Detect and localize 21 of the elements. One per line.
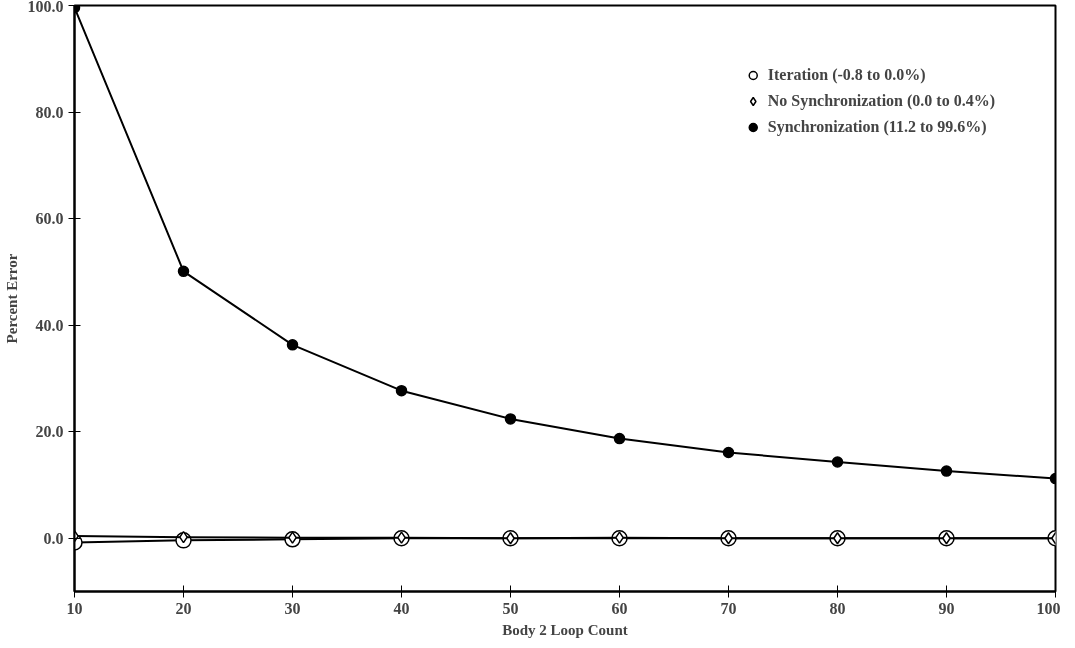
x-tick-label: 90	[938, 599, 955, 617]
y-tick-label: 60.0	[35, 210, 64, 228]
legend-label: No Synchronization (0.0 to 0.4%)	[767, 92, 995, 110]
x-tick-label: 20	[175, 599, 192, 617]
y-tick-label: 40.0	[35, 316, 64, 334]
x-tick-label: 30	[284, 599, 301, 617]
x-tick-label: 60	[611, 599, 628, 617]
x-tick-label: 10	[66, 599, 83, 617]
legend-label: Iteration (-0.8 to 0.0%)	[767, 66, 926, 84]
y-axis-title: Percent Error	[3, 253, 20, 344]
y-tick-label: 80.0	[35, 103, 64, 121]
x-tick-label: 100	[1036, 599, 1061, 617]
y-tick-label: 100.0	[27, 0, 64, 15]
x-tick-label: 80	[829, 599, 846, 617]
y-tick-label: 0.0	[43, 529, 64, 547]
legend-label: Synchronization (11.2 to 99.6%)	[767, 118, 987, 136]
x-tick-label: 70	[720, 599, 737, 617]
y-tick-label: 20.0	[35, 423, 64, 441]
x-axis-title: Body 2 Loop Count	[502, 621, 628, 638]
x-tick-label: 40	[393, 599, 410, 617]
x-tick-label: 50	[502, 599, 519, 617]
